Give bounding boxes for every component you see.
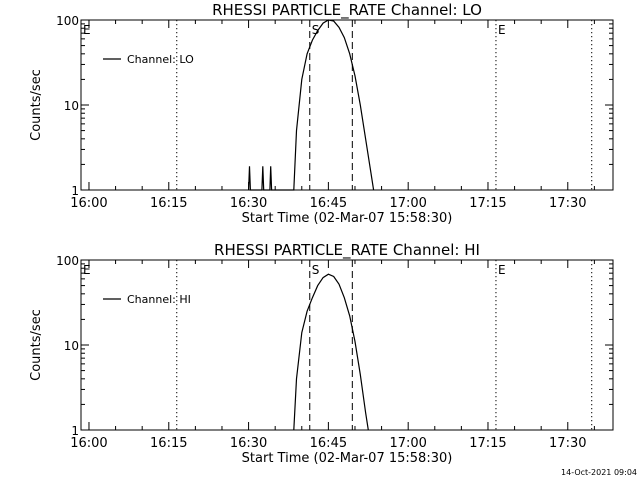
marker-label: E <box>498 23 506 37</box>
marker-label: S <box>312 263 320 277</box>
y-tick-label: 10 <box>64 99 79 113</box>
y-tick-label: 10 <box>64 339 79 353</box>
x-tick-label: 17:30 <box>549 436 586 451</box>
x-axis-label: Start Time (02-Mar-07 15:58:30) <box>242 211 453 226</box>
marker-label: E <box>83 263 91 277</box>
y-tick-label: 1 <box>71 424 79 438</box>
y-axis-label: Counts/sec <box>29 309 44 381</box>
marker-label: E <box>498 263 506 277</box>
x-tick-label: 16:15 <box>150 196 187 211</box>
y-tick-label: 1 <box>71 184 79 198</box>
chart-title: RHESSI PARTICLE_RATE Channel: LO <box>212 1 482 20</box>
x-tick-label: 16:30 <box>230 436 267 451</box>
series-line-1 <box>248 19 375 191</box>
x-tick-label: 17:15 <box>469 196 506 211</box>
marker-label: E <box>83 23 91 37</box>
marker-label: S <box>312 23 320 37</box>
x-tick-label: 16:45 <box>310 196 347 211</box>
x-tick-label: 16:30 <box>230 196 267 211</box>
x-tick-label: 16:00 <box>70 196 107 211</box>
chart-panel-1: RHESSI PARTICLE_RATE Channel: LO 1 10 100 16… <box>29 1 614 226</box>
x-tick-label: 16:15 <box>150 436 187 451</box>
x-tick-label: 17:15 <box>469 436 506 451</box>
x-tick-label: 17:30 <box>549 196 586 211</box>
x-tick-label: 16:00 <box>70 436 107 451</box>
x-tick-label: 16:45 <box>310 436 347 451</box>
x-tick-label: 17:00 <box>389 196 426 211</box>
chart-title: RHESSI PARTICLE_RATE Channel: HI <box>214 241 480 260</box>
legend-label: Channel: LO <box>127 53 194 66</box>
y-axis-label: Counts/sec <box>29 69 44 141</box>
plot-frame <box>80 259 614 431</box>
y-tick-label: 100 <box>56 254 79 268</box>
legend-label: Channel: HI <box>127 293 191 306</box>
footer-timestamp: 14-Oct-2021 09:04 <box>561 468 637 477</box>
chart-panel-2: RHESSI PARTICLE_RATE Channel: HI 1 10 100 16… <box>29 241 614 466</box>
x-axis-label: Start Time (02-Mar-07 15:58:30) <box>242 451 453 466</box>
x-tick-label: 17:00 <box>389 436 426 451</box>
series-line-1 <box>293 273 369 431</box>
y-tick-label: 100 <box>56 14 79 28</box>
